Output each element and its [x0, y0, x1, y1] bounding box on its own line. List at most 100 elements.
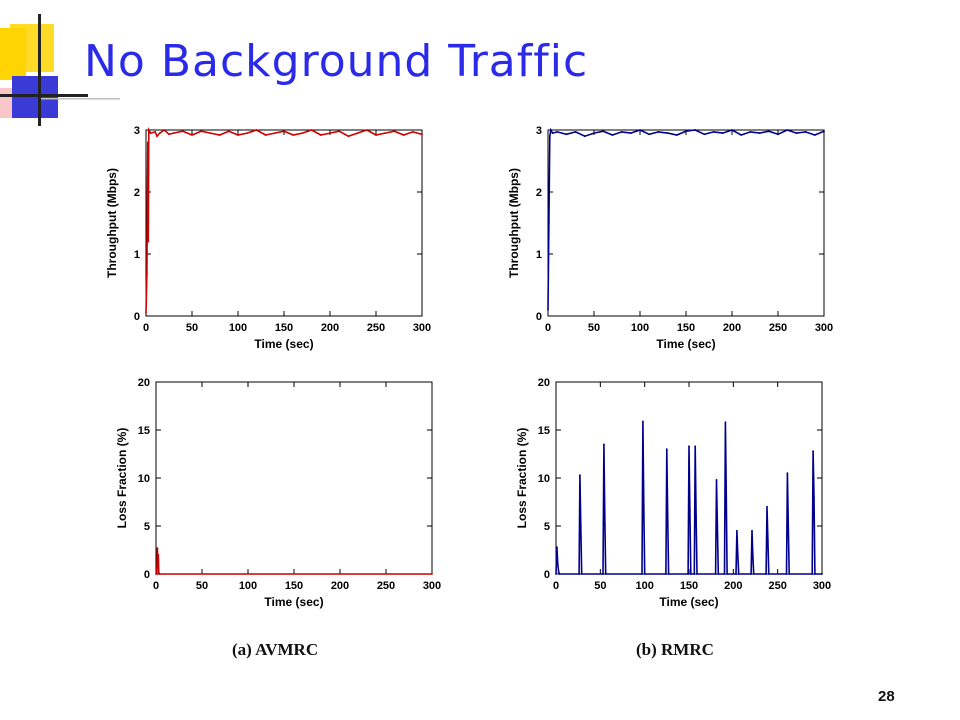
x-tick-label: 300: [815, 322, 833, 334]
x-tick-label: 200: [331, 580, 349, 592]
x-tick-label: 0: [545, 322, 551, 334]
data-point: [726, 573, 728, 575]
data-point: [602, 130, 605, 133]
data-point: [209, 132, 212, 134]
data-point: [393, 130, 396, 133]
x-axis-label: Time (sec): [656, 337, 715, 351]
x-tick-label: 50: [186, 322, 198, 334]
data-point: [657, 131, 660, 133]
data-point: [687, 573, 689, 575]
data-point: [767, 130, 770, 133]
x-tick: 50: [196, 382, 208, 592]
deco-horizontal-line: [0, 94, 88, 97]
y-tick-label: 15: [538, 425, 550, 437]
y-tick-label: 20: [138, 377, 150, 389]
x-tick-label: 150: [285, 580, 303, 592]
y-tick: 10: [538, 473, 822, 485]
data-point: [154, 131, 157, 133]
data-point: [172, 132, 175, 134]
data-point: [181, 130, 184, 133]
x-tick-label: 100: [239, 580, 257, 592]
data-point: [347, 135, 350, 138]
data-point: [811, 573, 814, 575]
x-tick: 150: [275, 130, 293, 334]
y-tick-label: 5: [544, 521, 550, 533]
x-tick-label: 300: [813, 580, 831, 592]
x-tick-label: 250: [367, 322, 385, 334]
y-tick: 15: [538, 425, 822, 437]
data-point: [758, 132, 761, 134]
data-point: [579, 525, 582, 527]
data-point: [666, 515, 669, 518]
data-point: [431, 573, 433, 575]
x-tick: 200: [331, 382, 349, 592]
series-line: [547, 127, 825, 310]
plot-frame: [145, 129, 423, 317]
data-point: [736, 553, 739, 556]
data-point: [688, 445, 690, 448]
data-point: [149, 132, 152, 134]
x-tick: 250: [367, 130, 385, 334]
data-point: [402, 134, 405, 136]
data-point: [168, 133, 170, 136]
data-point: [712, 131, 715, 133]
data-point: [611, 134, 614, 136]
x-tick: 250: [768, 382, 787, 592]
data-point: [721, 132, 724, 134]
data-point: [146, 191, 149, 193]
x-tick-label: 200: [723, 322, 741, 334]
data-point: [765, 573, 767, 575]
data-point: [821, 573, 823, 575]
title-decoration: [0, 14, 120, 126]
data-point: [812, 450, 814, 452]
x-tick: 150: [285, 382, 303, 592]
data-point: [788, 573, 791, 575]
x-tick: 100: [229, 130, 247, 334]
data-point: [767, 539, 769, 542]
data-point: [329, 132, 331, 134]
data-point: [578, 573, 580, 575]
data-point: [648, 133, 651, 136]
x-tick-label: 50: [594, 580, 606, 592]
data-point: [813, 134, 816, 136]
x-tick: 0: [545, 130, 551, 334]
data-point: [777, 133, 779, 136]
data-point: [548, 135, 551, 138]
data-point: [795, 132, 798, 134]
x-tick: 100: [631, 130, 649, 334]
plot-frame: [547, 129, 825, 317]
data-point: [555, 573, 557, 575]
data-point: [786, 472, 789, 475]
data-point: [163, 129, 166, 131]
data-point: [156, 547, 159, 549]
data-point: [694, 445, 697, 448]
x-tick: 200: [723, 130, 741, 334]
data-point: [375, 134, 377, 136]
data-point: [675, 134, 678, 136]
data-point: [558, 573, 561, 575]
data-point: [740, 134, 743, 136]
data-point: [737, 573, 740, 575]
data-point: [689, 510, 691, 513]
data-point: [666, 132, 669, 134]
data-point: [641, 573, 643, 575]
x-tick: 50: [186, 130, 198, 334]
y-tick: 1: [134, 249, 422, 261]
y-tick-label: 15: [138, 425, 150, 437]
x-tick-label: 300: [423, 580, 441, 592]
y-tick-label: 2: [536, 187, 542, 199]
x-tick: 100: [239, 382, 257, 592]
data-point: [736, 529, 738, 532]
data-point: [750, 573, 752, 575]
data-point: [767, 573, 770, 575]
data-point: [749, 131, 752, 133]
y-tick-label: 0: [144, 569, 150, 581]
x-tick-label: 0: [143, 322, 149, 334]
y-tick-label: 1: [134, 249, 140, 261]
data-point: [551, 132, 554, 134]
chart-rmrc-loss: 0 50 100 150 200 250 300 0 5 10 15 20 Time (sec) Loss…: [515, 377, 831, 609]
data-point: [717, 573, 720, 575]
x-tick: 150: [677, 130, 695, 334]
data-point: [643, 573, 646, 575]
y-tick-label: 0: [544, 569, 550, 581]
